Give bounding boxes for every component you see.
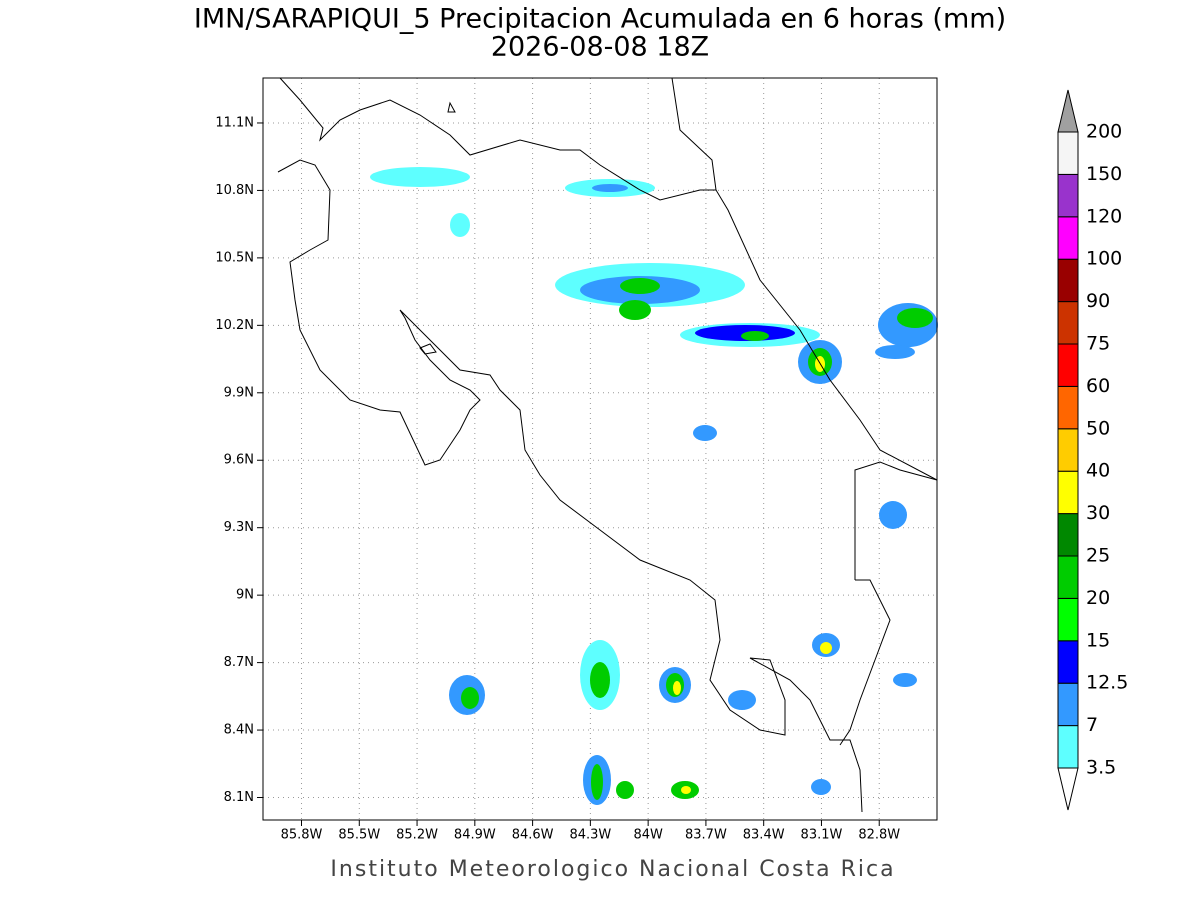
map-frame (262, 77, 938, 821)
credit: Instituto Meteorologico Nacional Costa R… (330, 857, 895, 882)
colorbar-label: 60 (1086, 375, 1110, 397)
y-tick-label: 8.4N (224, 723, 254, 738)
colorbar-box (1057, 258, 1079, 303)
colorbar-box (1057, 682, 1079, 727)
colorbar-label: 12.5 (1086, 672, 1128, 694)
colorbar-label: 30 (1086, 502, 1110, 524)
x-tick-label: 83.4W (743, 828, 785, 843)
colorbar-upper-triangle (1057, 89, 1079, 133)
colorbar: 3.5 7 12.5 15 20 25 30 40 50 60 75 90 100 120 150 200 (1057, 89, 1128, 811)
y-tick-label: 10.5N (215, 250, 254, 265)
coastlines (277, 77, 938, 813)
colorbar-box (1057, 173, 1079, 218)
colorbar-box (1057, 640, 1079, 684)
x-tick-label: 85.2W (396, 828, 438, 843)
x-tick-label: 82.8W (858, 828, 900, 843)
colorbar-box (1057, 470, 1079, 515)
colorbar-label: 25 (1086, 545, 1110, 567)
axes: 85.8W 85.5W 85.2W 84.9W 84.6W 84.3W 84W 83.7W 83… (215, 115, 900, 842)
colorbar-label: 120 (1086, 205, 1122, 227)
x-tick-label: 85.5W (338, 828, 380, 843)
precipitation-field (370, 167, 938, 805)
colorbar-box (1057, 343, 1079, 387)
colorbar-box (1057, 385, 1079, 430)
x-tick-label: 84W (633, 828, 663, 843)
y-tick-label: 9.3N (224, 520, 254, 535)
colorbar-label: 100 (1086, 248, 1122, 270)
colorbar-box (1057, 216, 1079, 260)
colorbar-label: 150 (1086, 163, 1122, 185)
y-tick-label: 10.2N (215, 318, 254, 333)
colorbar-label: 3.5 (1086, 757, 1116, 779)
y-tick-label: 9.9N (224, 385, 254, 400)
y-tick-label: 9.6N (224, 453, 254, 468)
x-tick-label: 84.9W (454, 828, 496, 843)
colorbar-label: 200 (1086, 121, 1122, 143)
x-tick-label: 83.7W (685, 828, 727, 843)
subtitle: 2026-08-08 18Z (491, 32, 709, 63)
colorbar-box (1057, 725, 1079, 769)
title: IMN/SARAPIQUI_5 Precipitacion Acumulada … (194, 4, 1006, 35)
y-tick-label: 10.8N (215, 183, 254, 198)
y-tick-label: 11.1N (215, 115, 254, 130)
colorbar-box (1057, 428, 1079, 472)
colorbar-label: 15 (1086, 629, 1110, 651)
colorbar-label: 20 (1086, 587, 1110, 609)
colorbar-box (1057, 301, 1079, 345)
x-tick-label: 85.8W (281, 828, 323, 843)
colorbar-label: 50 (1086, 417, 1110, 439)
colorbar-label: 90 (1086, 290, 1110, 312)
colorbar-box (1057, 597, 1079, 642)
colorbar-box (1057, 555, 1079, 599)
colorbar-label: 75 (1086, 333, 1110, 355)
colorbar-label: 7 (1086, 714, 1098, 736)
colorbar-label: 40 (1086, 460, 1110, 482)
colorbar-box (1057, 131, 1079, 175)
y-tick-label: 8.1N (224, 790, 254, 805)
colorbar-lower-triangle (1057, 767, 1079, 811)
x-tick-label: 83.1W (801, 828, 843, 843)
x-tick-label: 84.3W (569, 828, 611, 843)
colorbar-box (1057, 513, 1079, 557)
y-tick-label: 8.7N (224, 655, 254, 670)
y-tick-label: 9N (236, 588, 254, 603)
x-tick-label: 84.6W (512, 828, 554, 843)
